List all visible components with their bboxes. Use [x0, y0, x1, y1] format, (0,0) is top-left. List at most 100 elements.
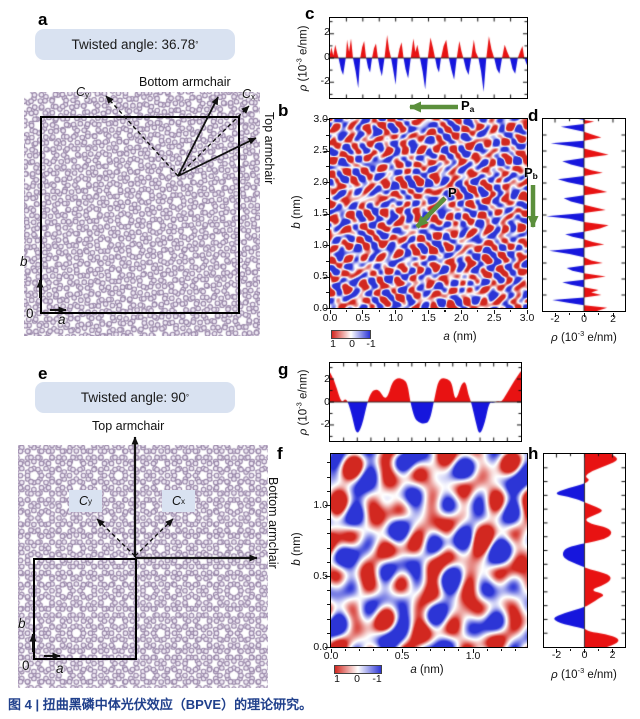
- panel-c-label: c: [305, 4, 315, 23]
- panel-b-y-tick: [324, 245, 329, 247]
- panel-b-label: b: [278, 101, 289, 120]
- panel-b-y-tick: [324, 213, 329, 215]
- panel-f-y-tick: [325, 647, 330, 649]
- panel-b-x-tick: [444, 309, 446, 312]
- colorbar-f-tick-label: 1: [334, 673, 340, 685]
- origin-label-e: 0: [22, 658, 30, 673]
- panel-f-x-tick: [415, 648, 417, 651]
- panel-b-x-tick-label: 0.5: [355, 312, 371, 324]
- panel-f-y-tick-label: 0.5: [313, 569, 328, 582]
- colorbar-b-tick-label: -1: [366, 338, 376, 350]
- panel-f-x-tick: [387, 648, 389, 651]
- twisted-angle-text-a: Twisted angle: 36.78: [71, 37, 196, 52]
- twisted-angle-text-e: Twisted angle: 90: [80, 390, 186, 405]
- panel-f-x-tick: [458, 648, 460, 651]
- panel-b-x-tick: [411, 309, 413, 312]
- panel-b-y-tick: [324, 276, 329, 278]
- panel-f-y-tick: [327, 490, 330, 492]
- panel-d-x-tick: [598, 312, 600, 315]
- panel-b-x-tick-label: 1.0: [388, 312, 403, 324]
- panel-g-y-tick-label: 2: [324, 372, 330, 385]
- panel-b-y-tick: [324, 150, 329, 152]
- panel-f-y-tick: [325, 505, 330, 507]
- panel-b-x-tick-label: 3.0: [519, 312, 535, 324]
- panel-h-x-tick: [612, 648, 614, 653]
- panel-b-x-tick: [395, 309, 397, 314]
- panel-b-x-tick: [362, 309, 364, 314]
- panel-d-label: d: [528, 106, 539, 125]
- panel-g-plot: [329, 362, 521, 441]
- panel-f-x-tick-label: 0.5: [394, 650, 410, 662]
- polarization-b-label: Pb: [524, 165, 538, 181]
- panel-h-plot: [543, 453, 625, 647]
- panel-f-x-tick: [429, 648, 431, 651]
- panel-h-x-tick: [598, 648, 600, 651]
- figure-caption: 图 4 | 扭曲黑磷中体光伏效应（BPVE）的理论研究。: [8, 697, 313, 712]
- colorbar-f: [334, 665, 382, 674]
- panel-d-x-tick: [583, 312, 585, 317]
- panel-b-y-tick-label: 2.5: [313, 144, 328, 156]
- panel-f-x-tick-label: 1.0: [465, 650, 481, 662]
- panel-d-x-tick: [554, 312, 556, 317]
- polarization-a-label: Pa: [461, 98, 475, 114]
- panel-f-y-tick: [325, 576, 330, 578]
- cy-axis-label-a: Cy: [76, 85, 90, 100]
- panel-b-x-tick: [378, 309, 380, 312]
- panel-b-y-tick-label: 2.0: [313, 175, 328, 188]
- panel-f-x-tick: [486, 648, 488, 651]
- panel-f-x-tick: [401, 648, 403, 653]
- panel-h-x-tick-label: -2: [551, 649, 562, 661]
- panel-f-x-tick: [344, 648, 346, 651]
- a-nm-axis-label-b: a (nm): [443, 331, 477, 343]
- panel-g-y-tick-label: 0: [324, 395, 330, 408]
- panel-f-y-tick: [327, 604, 330, 606]
- colorbar-f-tick-label: 0: [354, 673, 360, 685]
- panel-e-label: e: [38, 364, 48, 383]
- panel-d-frame: [541, 117, 626, 312]
- panel-h-x-tick-label: 2: [609, 649, 616, 661]
- cx-axis-label-a: Cx: [242, 87, 256, 102]
- panel-c-y-tick-label: -2: [320, 74, 330, 87]
- twisted-angle-badge-e: Twisted angle: 90 °: [35, 382, 235, 413]
- crystal-lattice-90deg: [18, 445, 268, 688]
- panel-f-x-tick: [472, 648, 474, 653]
- panel-f-y-tick: [327, 618, 330, 620]
- panel-f-y-tick: [327, 547, 330, 549]
- origin-label-a: 0: [26, 306, 34, 321]
- panel-f-y-tick: [327, 519, 330, 521]
- b-nm-axis-label-f: b (nm): [291, 532, 303, 566]
- colorbar-f-tick-label: -1: [372, 673, 382, 685]
- panel-d-plot: [542, 118, 625, 311]
- panel-c-plot: [329, 17, 527, 98]
- a-nm-axis-label-f: a (nm): [410, 664, 444, 676]
- b-axis-label-a: b: [20, 254, 28, 269]
- panel-f-y-tick-label: 1.0: [313, 498, 328, 511]
- panel-b-y-tick: [326, 260, 329, 262]
- panel-b-x-tick: [345, 309, 347, 312]
- panel-a-label: a: [38, 10, 48, 29]
- panel-c-frame: [328, 16, 528, 99]
- panel-d-x-tick: [612, 312, 614, 317]
- panel-b-frame: [328, 117, 528, 309]
- panel-b-y-tick-label: 0.0: [313, 301, 328, 314]
- rho-axis-label-d: ρ (10-3 e/nm): [551, 329, 617, 344]
- colorbar-b: [331, 330, 371, 339]
- panel-f-y-tick: [327, 590, 330, 592]
- bottom-armchair-label-e: Bottom armchair: [266, 477, 280, 569]
- a-axis-label-e: a: [56, 661, 64, 676]
- panel-g-label: g: [278, 360, 289, 379]
- panel-d-x-tick-label: 2: [610, 313, 616, 325]
- panel-h-x-tick: [570, 648, 572, 651]
- panel-b-x-tick-label: 1.5: [421, 312, 436, 324]
- panel-b-x-tick: [477, 309, 479, 312]
- panel-g-frame: [328, 361, 522, 442]
- panel-b-x-tick: [329, 309, 331, 314]
- panel-b-y-tick: [326, 292, 329, 294]
- panel-f-x-tick-label: 0.0: [323, 650, 339, 662]
- panel-f-x-tick: [500, 648, 502, 651]
- panel-b-y-tick: [326, 229, 329, 231]
- panel-b-y-tick-label: 0.5: [313, 270, 328, 282]
